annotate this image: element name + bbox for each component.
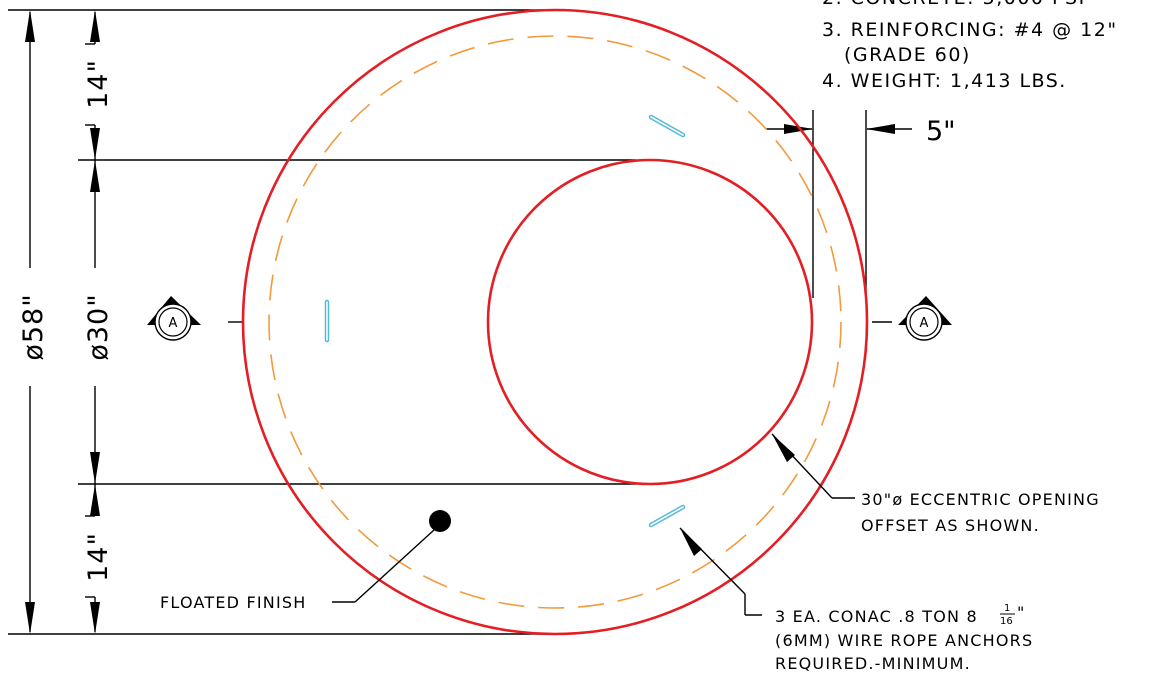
outer-circle [241,8,869,636]
arrowhead-down [90,452,100,484]
leader-arrowhead [680,528,702,556]
bottom-wall-label: 14" [83,532,114,582]
top-wall-label: 14" [83,59,114,109]
arrowhead-down [25,602,35,634]
arrowhead-down [90,128,100,160]
offset-label: 5" [926,116,956,147]
anchors-note-line3: REQUIRED.-MINIMUM. [775,654,971,673]
callout-floated-finish: FLOATED FINISH [160,510,451,612]
anchors-note-line2: (6MM) WIRE ROPE ANCHORS [775,631,1033,650]
note-reinforcing: 3. REINFORCING: #4 @ 12" [822,19,1118,41]
eccentric-opening-circle [486,158,814,486]
anchors-note-main: 3 EA. CONAC .8 TON 8 [775,607,978,626]
anchors-frac-den: 16 [1000,616,1013,627]
general-notes: 2. CONCRETE: 5,000 PSI 3. REINFORCING: #… [822,0,1118,92]
arrowhead-up [90,160,100,192]
overall-diameter-label: ø58" [18,293,49,360]
finish-dot [429,510,451,532]
opening-diameter-label: ø30" [83,293,114,360]
opening-note-line2: OFFSET AS SHOWN. [861,516,1040,535]
note-reinforcing-grade: (GRADE 60) [844,44,971,66]
section-label: A [920,316,929,331]
note-weight: 4. WEIGHT: 1,413 LBS. [822,70,1067,92]
reinforcing-circle [268,35,842,609]
section-label: A [169,316,178,331]
arrowhead-left [866,124,895,134]
dimension-overall-diameter: ø58" [18,10,49,634]
arrowhead-down [90,602,100,634]
arrowhead-up [90,10,100,42]
section-marker-right: A [898,296,952,341]
leader-arrowhead [772,434,795,462]
callout-eccentric-opening: 30"ø ECCENTRIC OPENING OFFSET AS SHOWN. [771,433,1100,535]
finish-note: FLOATED FINISH [160,593,306,612]
anchors-inch-mark: " [1017,603,1026,622]
extension-lines [8,9,892,635]
arrowhead-up [90,484,100,516]
note-concrete: 2. CONCRETE: 5,000 PSI [822,0,1086,9]
opening-note-line1: 30"ø ECCENTRIC OPENING [861,490,1100,509]
wire-rope-anchors [324,114,686,528]
callout-wire-rope-anchors: 3 EA. CONAC .8 TON 8 1 16 " (6MM) WIRE R… [679,527,1033,673]
arrowhead-up [25,10,35,42]
dimension-wall-and-opening: 14" ø30" 14" [83,10,114,634]
anchors-frac-num: 1 [1004,603,1010,614]
arrowhead-right [784,124,813,134]
section-marker-left: A [147,296,201,341]
dimension-offset: 5" [766,116,956,147]
anchors-note-line1: 3 EA. CONAC .8 TON 8 [775,607,978,626]
